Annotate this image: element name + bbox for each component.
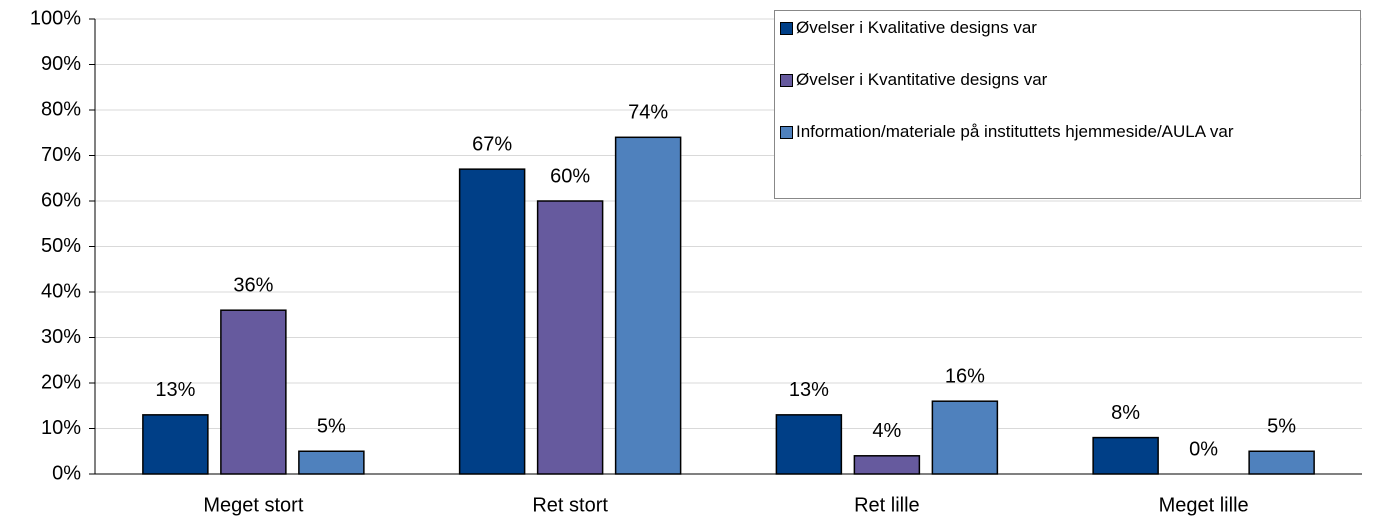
legend-label: Øvelser i Kvalitative designs var <box>796 18 1037 37</box>
legend-label: Information/materiale på instituttets hj… <box>796 122 1234 141</box>
y-tick-label: 0% <box>52 462 81 484</box>
data-label: 13% <box>789 379 829 401</box>
data-label: 60% <box>550 165 590 187</box>
y-tick-label: 80% <box>41 98 81 120</box>
legend-entry: Øvelser i Kvalitative designs var <box>780 17 1355 39</box>
legend: Øvelser i Kvalitative designs var Øvelser… <box>774 10 1361 199</box>
data-label: 5% <box>1267 416 1296 438</box>
y-tick-label: 60% <box>41 189 81 211</box>
data-label: 13% <box>155 379 195 401</box>
data-label: 8% <box>1111 402 1140 424</box>
x-tick-label: Meget stort <box>203 494 303 516</box>
data-label: 4% <box>872 420 901 442</box>
legend-swatch <box>780 74 793 87</box>
y-tick-label: 90% <box>41 53 81 75</box>
y-tick-label: 50% <box>41 235 81 257</box>
bar <box>220 309 287 475</box>
y-tick-label: 70% <box>41 144 81 166</box>
legend-label: Øvelser i Kvantitative designs var <box>796 70 1048 89</box>
bar <box>142 414 209 475</box>
y-tick-label: 40% <box>41 280 81 302</box>
bar <box>614 136 682 475</box>
legend-entry: Information/materiale på instituttets hj… <box>780 121 1355 143</box>
x-tick-label: Ret lille <box>854 494 920 516</box>
bar <box>458 168 526 475</box>
data-label: 74% <box>628 102 668 124</box>
data-label: 36% <box>233 274 273 296</box>
bar <box>536 200 604 475</box>
bar <box>775 414 843 475</box>
x-tick-label: Meget lille <box>1159 494 1249 516</box>
legend-entry: Øvelser i Kvantitative designs var <box>780 69 1355 91</box>
legend-swatch <box>780 126 793 139</box>
y-tick-label: 20% <box>41 371 81 393</box>
bar <box>853 455 921 475</box>
y-tick-label: 10% <box>41 417 81 439</box>
x-tick-label: Ret stort <box>532 494 608 516</box>
y-tick-label: 30% <box>41 326 81 348</box>
bar <box>298 450 365 475</box>
legend-swatch <box>780 22 793 35</box>
data-label: 16% <box>945 365 985 387</box>
bar <box>1248 450 1315 475</box>
bar <box>1092 436 1159 475</box>
data-label: 0% <box>1189 438 1218 460</box>
bar <box>931 400 999 475</box>
data-label: 5% <box>317 416 346 438</box>
y-tick-label: 100% <box>30 7 81 29</box>
data-label: 67% <box>472 133 512 155</box>
